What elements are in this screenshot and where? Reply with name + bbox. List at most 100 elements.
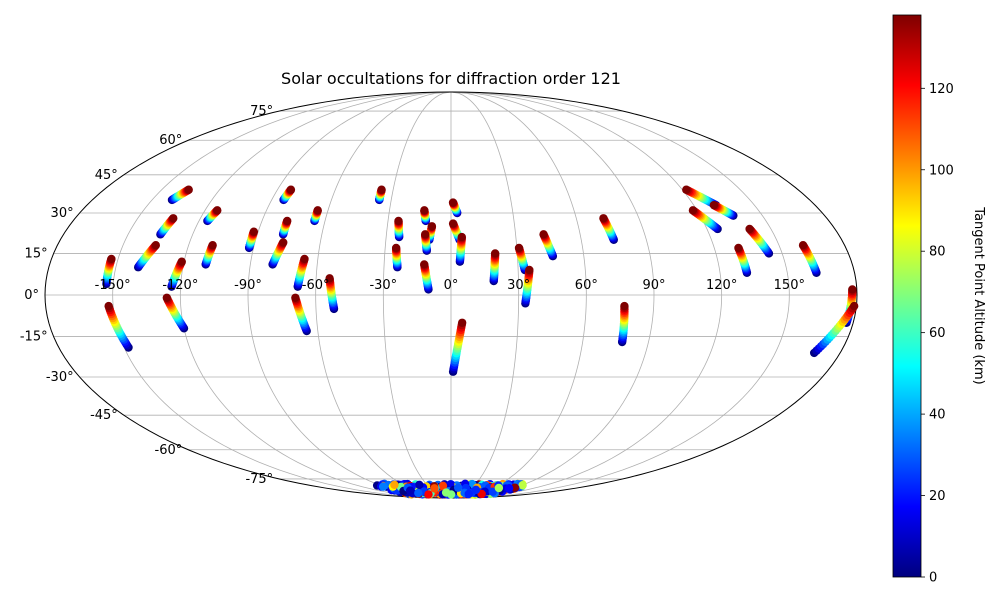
colorbar: 0 20 40 60 80 100 120 Tangent Point Altitude (… (892, 14, 986, 586)
occultation-point (504, 484, 514, 493)
occultation-point (514, 243, 524, 253)
colorbar-tick-label: 0 (929, 571, 937, 586)
grid-meridian (450, 91, 655, 499)
grid-meridian (450, 91, 587, 499)
map-outline (44, 91, 858, 499)
y-tick-label: 45° (95, 168, 118, 183)
y-tick-label: 75° (250, 104, 273, 119)
occultation-point (488, 487, 498, 496)
occultation-point (213, 206, 222, 215)
grid-meridian (382, 91, 452, 499)
x-tick-label: -30° (369, 278, 397, 293)
x-tick-label: -90° (234, 278, 262, 293)
occultation-point (313, 206, 322, 215)
colorbar-tick-label: 20 (929, 489, 946, 504)
colorbar-tick-label: 80 (929, 245, 946, 260)
axis-ticks: -150° -120° -90° -60° -30° 0° 30° 60° 90° 120° 150… (20, 104, 805, 487)
occultation-point (427, 222, 437, 231)
occultation-point (279, 238, 288, 247)
occultation-point (107, 254, 116, 264)
y-tick-label: 0° (24, 288, 39, 303)
occultation-point (424, 490, 433, 499)
occultation-point (539, 230, 548, 239)
y-tick-label: 60° (159, 133, 182, 148)
occultation-point (448, 219, 458, 228)
x-tick-label: 0° (444, 278, 459, 293)
colorbar-tick-label: 100 (929, 163, 954, 178)
occultation-point (430, 484, 439, 493)
x-tick-label: 60° (575, 278, 598, 293)
occultation-point (415, 480, 424, 490)
grid-meridian (112, 91, 452, 499)
grid-meridian (450, 91, 723, 499)
x-tick-label: 90° (642, 278, 665, 293)
occultation-point (420, 230, 430, 239)
y-tick-label: 15° (25, 246, 48, 261)
occultation-point (390, 480, 399, 490)
colorbar-gradient (892, 14, 922, 578)
occultation-point (438, 481, 448, 491)
x-tick-label: 120° (706, 278, 737, 293)
occultation-point (464, 489, 473, 499)
occultation-point (151, 241, 160, 250)
occultation-point (849, 301, 859, 311)
x-tick-label: -150° (95, 278, 131, 293)
occultation-point (620, 301, 629, 311)
y-tick-label: -30° (46, 370, 74, 385)
occultation-point (377, 185, 386, 194)
occultation-point (169, 214, 178, 223)
occultation-point (325, 274, 334, 283)
occultation-point (162, 293, 172, 302)
occultation-point (734, 243, 743, 253)
occultation-point (249, 227, 259, 236)
occultation-point (394, 216, 403, 226)
occultation-point (420, 206, 429, 215)
occultation-point (414, 488, 423, 498)
occultation-point (391, 243, 401, 253)
occultation-point (282, 216, 292, 226)
y-tick-label: -60° (155, 443, 183, 458)
x-tick-label: -60° (302, 278, 330, 293)
y-tick-label: -75° (245, 472, 273, 487)
occultation-point (490, 249, 500, 258)
occultation-point (599, 214, 608, 223)
occultation-point (745, 224, 754, 234)
occultation-point (471, 485, 481, 495)
x-tick-label: 30° (507, 278, 530, 293)
occultation-point (448, 198, 458, 207)
y-tick-label: 30° (51, 206, 74, 221)
occultation-point (848, 285, 857, 294)
colorbar-ticks: 0 20 40 60 80 100 120 (921, 82, 954, 586)
occultation-points (102, 185, 859, 499)
occultation-point (682, 185, 691, 194)
colorbar-tick-label: 40 (929, 408, 946, 423)
occultation-point (104, 301, 113, 311)
occultation-point (300, 254, 309, 264)
grid-meridian (450, 91, 790, 499)
occultation-point (453, 483, 463, 492)
occultation-point (291, 293, 300, 302)
occultation-point (518, 481, 527, 490)
occultation-point (457, 232, 467, 242)
occultation-point (208, 241, 217, 250)
occultation-point (709, 200, 719, 210)
occultation-point (688, 206, 698, 215)
occultation-point (457, 318, 467, 327)
x-tick-label: -120° (162, 278, 198, 293)
x-tick-label: 150° (774, 278, 805, 293)
grid-meridian (179, 91, 452, 499)
grid-meridian (450, 91, 520, 499)
occultation-point (525, 265, 534, 275)
occultation-point (798, 241, 808, 250)
occultation-point (184, 185, 193, 194)
occultation-point (378, 482, 388, 491)
occultation-point (405, 486, 415, 495)
occultation-point (177, 257, 186, 266)
colorbar-label: Tangent Point Altitude (km) (971, 206, 986, 384)
map-grid (45, 91, 857, 499)
y-tick-label: -45° (90, 408, 118, 423)
colorbar-tick-label: 60 (929, 326, 946, 341)
grid-meridian (247, 91, 452, 499)
occultation-point (420, 260, 429, 269)
